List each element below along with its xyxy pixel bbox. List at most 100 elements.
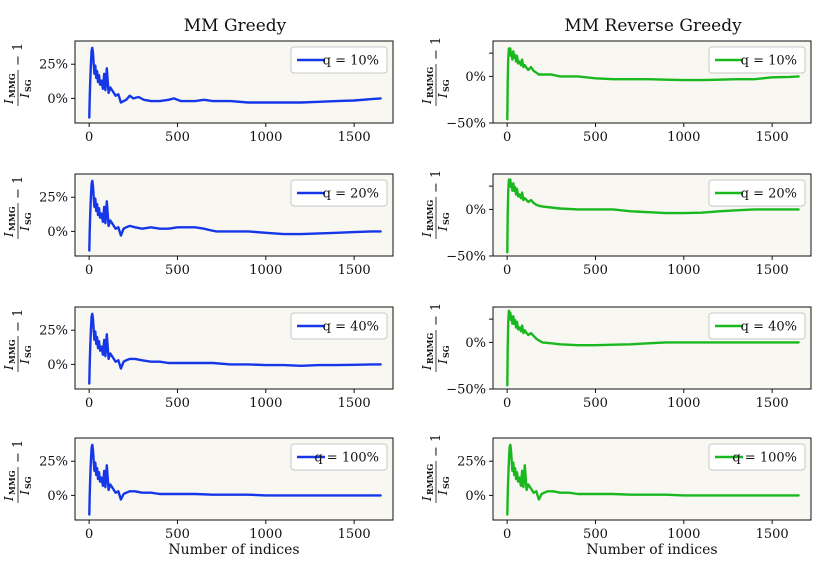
x-tick-label: 1500 [338,263,371,278]
x-tick-label: 1500 [338,527,371,542]
x-tick-label: 0 [85,527,93,542]
y-tick-label: 25% [39,324,68,339]
y-label-num-sub: MMG [7,339,17,364]
x-tick-label: 500 [583,263,608,278]
series-line [88,46,382,119]
legend-box [708,312,806,340]
y-tick-label: 0% [465,203,486,218]
x-tick-label: 500 [583,396,608,411]
y-label-den-main: I [18,226,32,232]
y-label-den-sub: SG [441,212,451,225]
y-label-suffix: − 1 [11,440,26,463]
series-line [88,443,382,516]
legend-label: q = 10% [323,54,379,69]
legend-box [708,46,806,74]
y-tick-label: 0% [465,70,486,85]
y-label-suffix: − 1 [429,37,444,60]
series-line [506,309,800,387]
x-tick-label: 0 [85,396,93,411]
y-label-den-main: I [18,93,32,99]
y-label-num-sub: RMMG [425,67,435,98]
y-label-suffix: − 1 [11,43,26,66]
series-line [88,312,382,385]
y-label-den-main: I [436,226,450,232]
legend-label: q = 20% [323,187,379,202]
y-label-den-main: I [18,359,32,365]
x-tick-label: 1500 [338,130,371,145]
series-line [506,47,800,121]
y-tick-label: 0% [47,92,68,107]
x-tick-label: 1000 [667,396,700,411]
column-title-greedy: MM Greedy [184,16,287,36]
x-tick-label: 1000 [667,130,700,145]
y-label-den-main: I [436,93,450,99]
legend-box [708,179,806,207]
series-line [506,443,800,516]
x-tick-label: 1000 [249,130,282,145]
y-label-num-sub: MMG [7,470,17,495]
x-tick-label: 1000 [667,527,700,542]
y-label-num-main: I [2,232,16,238]
x-tick-label: 1000 [249,527,282,542]
y-tick-label: 0% [47,489,68,504]
legend-box [290,312,388,340]
legend-label: q = 100% [732,451,797,466]
y-label-num-sub: RMMG [425,200,435,231]
y-label-num-sub: MMG [7,73,17,98]
y-label-num-main: I [420,365,434,371]
x-tick-label: 500 [165,396,190,411]
y-label-den-sub: SG [441,476,451,489]
y-tick-label: −50% [446,383,486,398]
legend-label: q = 40% [741,320,797,335]
y-label-den-sub: SG [23,476,33,489]
x-tick-label: 1500 [756,263,789,278]
y-tick-label: 25% [39,191,68,206]
legend-box [708,443,806,471]
y-tick-label: 0% [47,358,68,373]
x-tick-label: 0 [503,130,511,145]
x-axis-label: Number of indices [586,542,717,558]
series-line [88,179,382,252]
y-tick-label: 25% [39,58,68,73]
x-tick-label: 1500 [756,396,789,411]
x-tick-label: 0 [85,263,93,278]
x-tick-label: 500 [165,263,190,278]
y-label-den-main: I [18,490,32,496]
series-line [506,178,800,254]
legend-box [290,443,388,471]
y-tick-label: 25% [39,455,68,470]
y-label-den-sub: SG [23,79,33,92]
y-label-den-sub: SG [23,345,33,358]
legend-label: q = 100% [314,451,379,466]
y-label-num-main: I [2,365,16,371]
y-label-suffix: − 1 [11,309,26,332]
y-tick-label: 0% [465,336,486,351]
x-tick-label: 0 [503,396,511,411]
x-tick-label: 0 [503,263,511,278]
y-label-num-main: I [420,99,434,105]
y-tick-label: 0% [465,489,486,504]
column-title-reverse-greedy: MM Reverse Greedy [564,16,742,36]
y-tick-label: 0% [47,225,68,240]
x-tick-label: 500 [583,130,608,145]
y-tick-label: −50% [446,250,486,265]
y-label-num-main: I [2,99,16,105]
y-label-suffix: − 1 [429,434,444,457]
legend-box [290,46,388,74]
x-tick-label: 500 [165,130,190,145]
